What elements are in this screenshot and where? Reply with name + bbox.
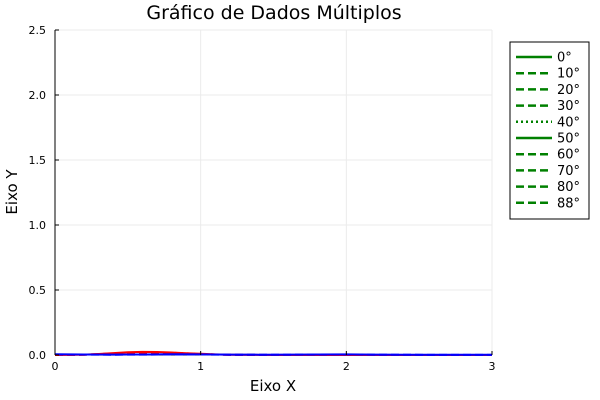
chart-title: Gráfico de Dados Múltiplos xyxy=(146,2,401,24)
legend-label: 70° xyxy=(557,164,580,179)
legend-label: 50° xyxy=(557,132,580,147)
legend-label: 20° xyxy=(557,83,580,98)
x-tick-label: 1 xyxy=(197,360,204,373)
ticks: 0 1 2 3 0.0 0.5 1.0 1.5 2.0 2.5 xyxy=(29,24,496,373)
legend-label: 40° xyxy=(557,115,580,130)
legend-label: 88° xyxy=(557,196,580,211)
legend-label: 80° xyxy=(557,180,580,195)
legend-box xyxy=(509,41,590,220)
y-tick-label: 0.0 xyxy=(29,349,47,362)
legend-label: 0° xyxy=(557,51,572,66)
x-tick-label: 3 xyxy=(489,360,496,373)
y-axis-label: Eixo Y xyxy=(3,169,21,215)
y-tick-label: 2.5 xyxy=(29,24,47,37)
x-tick-label: 2 xyxy=(343,360,350,373)
series-layer xyxy=(54,350,492,356)
legend-label: 10° xyxy=(557,67,580,82)
grid xyxy=(54,29,493,356)
legend-label: 30° xyxy=(557,99,580,114)
legend-label: 60° xyxy=(557,148,580,163)
y-tick-label: 1.0 xyxy=(29,219,47,232)
legend: 0°10°20°30°40° 50°60°70°80°88° xyxy=(509,41,590,220)
x-tick-label: 0 xyxy=(52,360,59,373)
x-axis-label: Eixo X xyxy=(250,377,296,395)
y-tick-label: 2.0 xyxy=(29,89,47,102)
y-tick-label: 1.5 xyxy=(29,154,47,167)
y-tick-label: 0.5 xyxy=(29,284,47,297)
